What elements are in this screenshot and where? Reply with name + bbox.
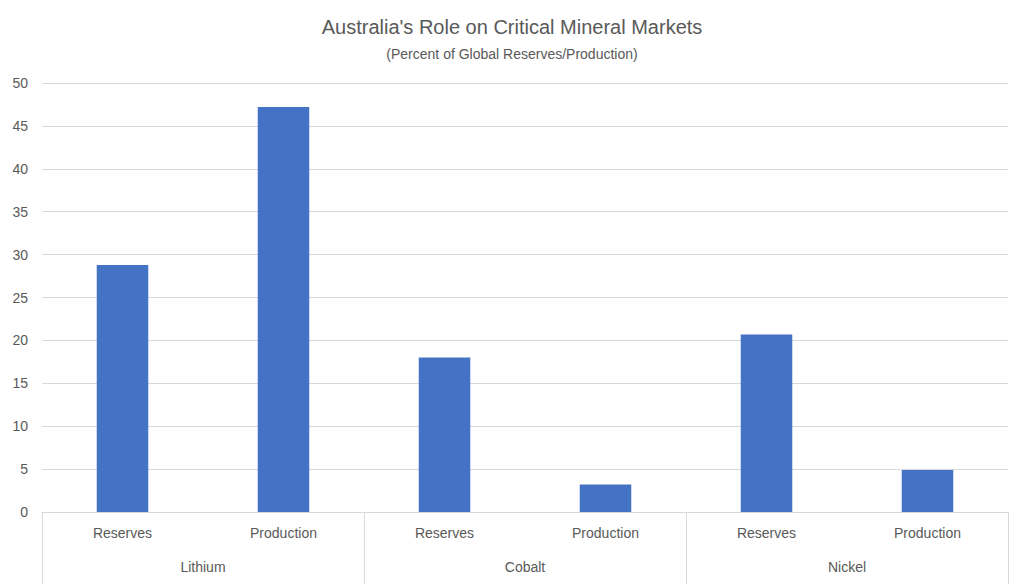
svg-text:(Percent of Global Reserves/Pr: (Percent of Global Reserves/Production) xyxy=(386,46,637,62)
svg-text:Lithium: Lithium xyxy=(180,559,225,575)
svg-text:Production: Production xyxy=(572,525,639,541)
svg-text:Cobalt: Cobalt xyxy=(505,559,546,575)
svg-text:Reserves: Reserves xyxy=(737,525,796,541)
svg-text:Reserves: Reserves xyxy=(93,525,152,541)
svg-text:40: 40 xyxy=(12,161,28,177)
svg-text:45: 45 xyxy=(12,118,28,134)
svg-text:5: 5 xyxy=(20,461,28,477)
svg-text:15: 15 xyxy=(12,375,28,391)
svg-text:Nickel: Nickel xyxy=(828,559,866,575)
svg-text:25: 25 xyxy=(12,290,28,306)
svg-text:Reserves: Reserves xyxy=(415,525,474,541)
svg-text:30: 30 xyxy=(12,247,28,263)
svg-text:35: 35 xyxy=(12,204,28,220)
svg-text:Production: Production xyxy=(894,525,961,541)
svg-text:20: 20 xyxy=(12,332,28,348)
svg-text:0: 0 xyxy=(20,504,28,520)
svg-text:50: 50 xyxy=(12,75,28,91)
svg-text:Production: Production xyxy=(250,525,317,541)
svg-text:10: 10 xyxy=(12,418,28,434)
svg-text:Australia's Role on Critical M: Australia's Role on Critical Mineral Mar… xyxy=(322,16,703,38)
